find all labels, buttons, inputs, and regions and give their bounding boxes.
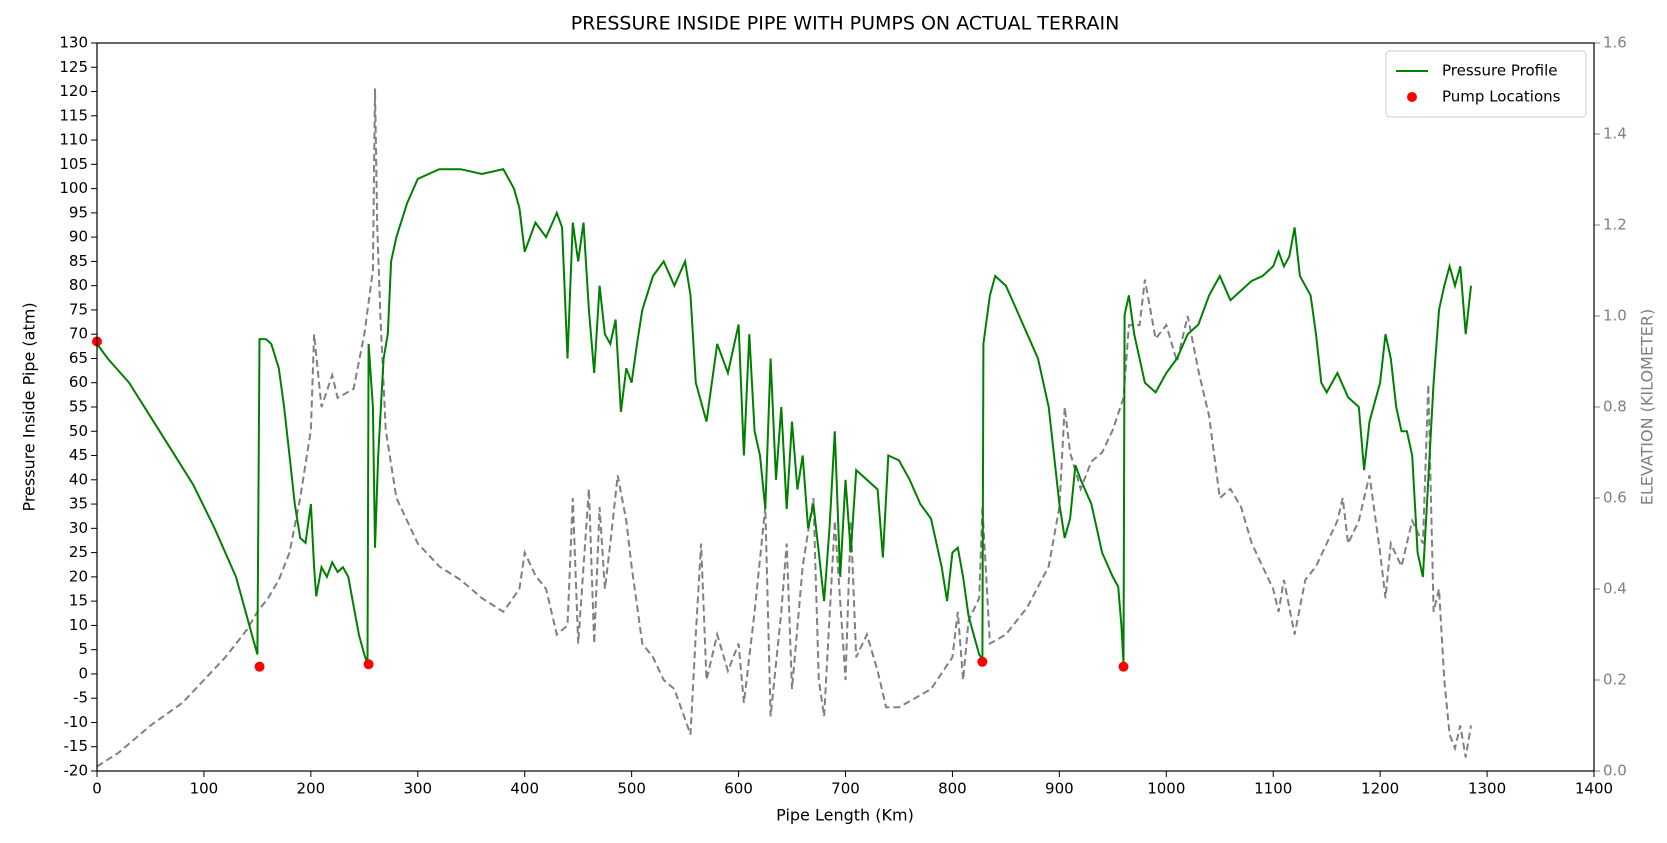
x-tick-label: 1000 [1147, 780, 1185, 798]
x-tick-label: 900 [1045, 780, 1074, 798]
x-tick-label: 800 [938, 780, 967, 798]
y-tick-label: 10 [69, 616, 88, 634]
y2-tick-label: 0.0 [1603, 762, 1627, 780]
y-tick-label: 125 [59, 58, 88, 76]
y-tick-label: 50 [69, 422, 88, 440]
y-tick-label: 5 [78, 640, 88, 658]
y-tick-label: 20 [69, 567, 88, 585]
series-line [96, 88, 1472, 768]
y-tick-label: 130 [59, 34, 88, 52]
x-tick-label: 1400 [1575, 780, 1613, 798]
legend-marker [1407, 92, 1417, 102]
y-tick-label: 90 [69, 228, 88, 246]
plot-frame [96, 42, 1595, 772]
y-tick-label: -15 [64, 737, 89, 755]
y2-tick-label: 1.4 [1603, 125, 1627, 143]
x-tick-label: 600 [724, 780, 753, 798]
x-tick-label: 1200 [1361, 780, 1399, 798]
y2-tick-label: 0.8 [1603, 398, 1627, 416]
y-tick-label: 0 [78, 664, 88, 682]
y-axis-label: Pressure Inside Pipe (atm) [20, 302, 39, 511]
y-tick-label: 120 [59, 82, 88, 100]
pump-marker [363, 659, 374, 670]
y-tick-label: 55 [69, 398, 88, 416]
x-tick-label: 400 [510, 780, 539, 798]
legend: Pressure Profile Pump Locations [1385, 50, 1587, 118]
x-tick-label: 1300 [1468, 780, 1506, 798]
y-tick-label: 80 [69, 276, 88, 294]
y-tick-label: 65 [69, 349, 88, 367]
y-tick-label: 70 [69, 325, 88, 343]
y-tick-label: 115 [59, 106, 88, 124]
y-tick-label: 95 [69, 203, 88, 221]
y2-tick-label: 1.0 [1603, 307, 1627, 325]
y2-tick-label: 1.6 [1603, 34, 1627, 52]
x-tick-label: 200 [297, 780, 326, 798]
series-line [96, 168, 1472, 665]
y-tick-label: 25 [69, 543, 88, 561]
y2-tick-label: 1.2 [1603, 216, 1627, 234]
y-tick-label: 75 [69, 300, 88, 318]
y-tick-label: -20 [64, 762, 89, 780]
pump-marker [254, 661, 265, 672]
y-tick-label: 110 [59, 131, 88, 149]
legend-label: Pump Locations [1442, 88, 1561, 106]
x-tick-label: 500 [617, 780, 646, 798]
y-tick-label: 100 [59, 179, 88, 197]
y-tick-label: 30 [69, 519, 88, 537]
y-tick-label: 85 [69, 252, 88, 270]
legend-box [1385, 50, 1587, 118]
y-tick-label: 15 [69, 592, 88, 610]
y2-tick-label: 0.2 [1603, 671, 1627, 689]
chart-title: PRESSURE INSIDE PIPE WITH PUMPS ON ACTUA… [571, 13, 1120, 35]
x-axis-label: Pipe Length (Km) [776, 806, 914, 825]
pump-marker [977, 656, 988, 667]
legend-label: Pressure Profile [1442, 62, 1557, 80]
y2-tick-label: 0.4 [1603, 580, 1627, 598]
y2-axis-label: ELEVATION (KILOMETER) [1638, 309, 1657, 505]
x-tick-label: 1100 [1254, 780, 1292, 798]
y2-tick-label: 0.6 [1603, 489, 1627, 507]
x-tick-label: 300 [403, 780, 432, 798]
y-tick-label: 60 [69, 373, 88, 391]
x-tick-label: 700 [831, 780, 860, 798]
pump-marker [1118, 661, 1129, 672]
y-tick-label: 40 [69, 470, 88, 488]
x-tick-label: 0 [92, 780, 102, 798]
y-tick-label: 45 [69, 446, 88, 464]
y-tick-label: -5 [73, 689, 88, 707]
x-tick-label: 100 [190, 780, 219, 798]
y-tick-label: -10 [64, 713, 89, 731]
y-tick-label: 35 [69, 495, 88, 513]
y-tick-label: 105 [59, 155, 88, 173]
